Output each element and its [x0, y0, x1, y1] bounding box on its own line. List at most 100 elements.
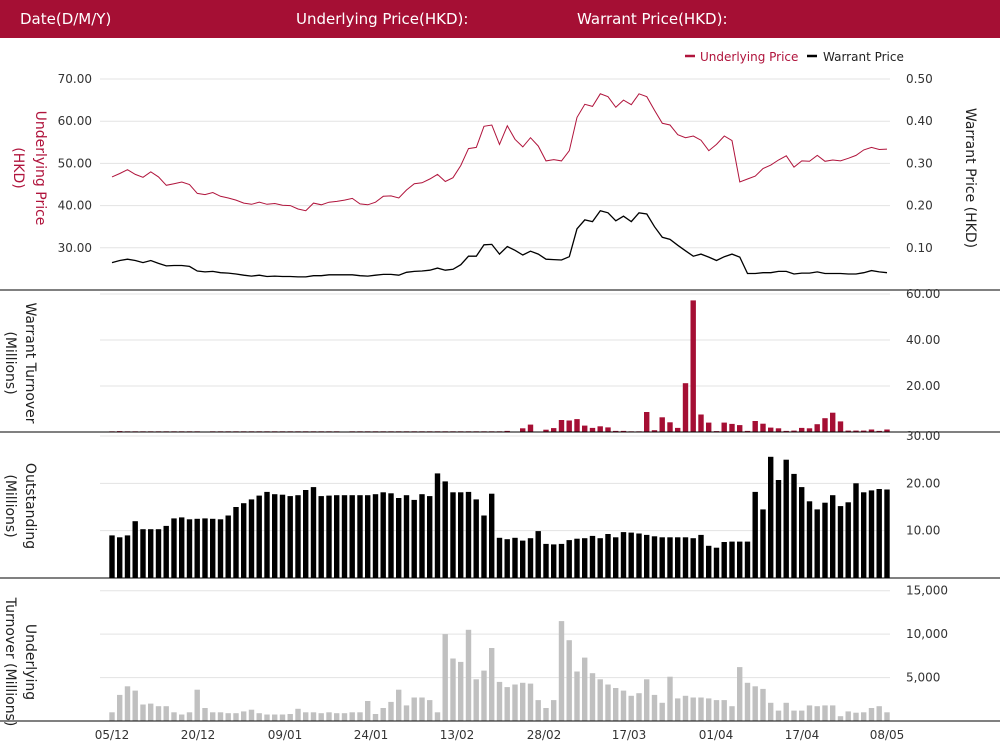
underlying-turnover-bar	[713, 700, 720, 721]
outstanding-bar	[372, 494, 379, 578]
underlying-turnover-bar	[806, 705, 813, 721]
warrant-turnover-bar	[527, 424, 534, 432]
legend-underlying-label: Underlying Price	[700, 50, 798, 64]
outstanding-bar	[357, 495, 363, 578]
outstanding-tick-label: 10.00	[906, 524, 940, 538]
underlying-turnover-bar	[155, 706, 162, 721]
underlying-turnover-bar	[326, 712, 332, 721]
warrant-turnover-tick-label: 20.00	[906, 379, 940, 393]
outstanding-bar	[752, 491, 758, 578]
warrant-price-tick-label: 0.30	[906, 156, 933, 170]
outstanding-bar	[698, 534, 704, 578]
underlying-turnover-bar	[310, 712, 317, 721]
warrant-turnover-bar	[644, 412, 650, 432]
legend-warrant-label: Warrant Price	[823, 50, 904, 64]
underlying-turnover-bar	[535, 700, 541, 721]
underlying-turnover-bar	[217, 712, 224, 721]
warrant-turnover-bar	[682, 383, 689, 432]
warrant-turnover-bar	[729, 423, 735, 432]
underlying-turnover-bar	[675, 698, 681, 721]
outstanding-bar	[179, 517, 185, 578]
outstanding-bar	[434, 473, 441, 578]
outstanding-bar	[287, 496, 293, 578]
warrant-turnover-bar	[667, 422, 673, 432]
underlying-turnover-bar	[295, 708, 301, 721]
outstanding-bar	[620, 532, 627, 578]
underlying-turnover-bar	[876, 706, 882, 721]
outstanding-bar	[326, 495, 332, 578]
warrant-turnover-bar	[566, 420, 572, 432]
underlying-turnover-bar	[853, 712, 859, 721]
outstanding-bar	[396, 498, 402, 578]
underlying-turnover-gridlines	[100, 590, 890, 679]
outstanding-bar	[442, 481, 448, 578]
outstanding-bar	[109, 535, 115, 578]
warrant-turnover-bars	[109, 300, 890, 433]
outstanding-gridlines	[100, 435, 890, 532]
outstanding-bar	[682, 537, 689, 578]
outstanding-bar	[613, 537, 619, 578]
warrant-price-tick-label: 0.50	[906, 72, 933, 86]
outstanding-bar	[589, 535, 596, 578]
warrant-turnover-bar	[884, 429, 890, 432]
warrant-turnover-bar	[543, 429, 549, 432]
underlying-turnover-bar	[365, 701, 371, 721]
warrant-turnover-axis-title-line1: Warrant Turnover	[22, 302, 38, 423]
outstanding-bar	[186, 519, 193, 578]
warrant-price-tick-label: 0.20	[906, 199, 933, 213]
outstanding-bar	[543, 543, 549, 578]
underlying-turnover-bar	[210, 712, 216, 721]
underlying-turnover-bar	[566, 640, 572, 721]
underlying-turnover-bar	[613, 688, 619, 721]
warrant-turnover-bar	[651, 430, 658, 432]
outstanding-bar	[675, 537, 681, 578]
outstanding-bar	[349, 495, 355, 578]
underlying-turnover-bar	[496, 681, 503, 721]
outstanding-bar	[264, 491, 270, 578]
warrant-turnover-bar	[783, 430, 789, 432]
outstanding-bar	[365, 495, 371, 578]
underlying-turnover-axis-title-line1: Underlying	[22, 624, 38, 700]
outstanding-bar	[403, 495, 410, 578]
outstanding-bar	[465, 491, 472, 578]
underlying-turnover-bar	[744, 682, 751, 721]
underlying-turnover-bar	[752, 686, 758, 722]
outstanding-bar	[411, 499, 417, 578]
warrant-turnover-bar	[814, 424, 820, 432]
underlying-turnover-bar	[822, 705, 828, 721]
underlying-turnover-axis-title-line2: Turnover (Millions)	[2, 597, 18, 727]
underlying-turnover-bar	[279, 714, 286, 721]
underlying-turnover-bar	[651, 694, 658, 721]
underlying-turnover-bar	[644, 679, 650, 721]
outstanding-bar	[799, 487, 805, 578]
outstanding-bar	[140, 529, 146, 578]
outstanding-bar	[279, 494, 286, 578]
outstanding-bar	[341, 495, 348, 578]
underlying-turnover-bar	[225, 713, 231, 721]
outstanding-bar	[512, 537, 518, 578]
warrant-turnover-bar	[861, 430, 867, 432]
warrant-turnover-bar	[613, 430, 619, 432]
warrant-turnover-bar	[768, 427, 774, 432]
underlying-price-tick-label: 60.00	[58, 114, 92, 128]
underlying-turnover-tick-label: 5,000	[906, 671, 940, 685]
warrant-turnover-bar	[737, 425, 743, 432]
outstanding-bar	[760, 509, 766, 578]
warrant-price-tick-label: 0.40	[906, 114, 933, 128]
warrant-turnover-bar	[822, 418, 828, 432]
warrant-turnover-bar	[589, 427, 596, 432]
underlying-turnover-bar	[117, 694, 123, 721]
outstanding-bar	[551, 544, 557, 578]
x-tick-label: 01/04	[699, 728, 734, 742]
underlying-turnover-bar	[768, 702, 774, 721]
outstanding-bar	[303, 490, 309, 578]
underlying-turnover-bar	[861, 712, 867, 721]
underlying-turnover-bar	[287, 714, 293, 721]
warrant-turnover-panel: 60.00 40.00 20.00 Warrant Turnover (Millio…	[2, 287, 940, 433]
warrant-turnover-bar	[744, 430, 751, 432]
underlying-price-line	[111, 93, 888, 212]
underlying-turnover-bar	[659, 702, 665, 721]
underlying-turnover-bar	[411, 697, 417, 721]
outstanding-bar	[744, 541, 751, 578]
outstanding-bar	[651, 536, 658, 578]
